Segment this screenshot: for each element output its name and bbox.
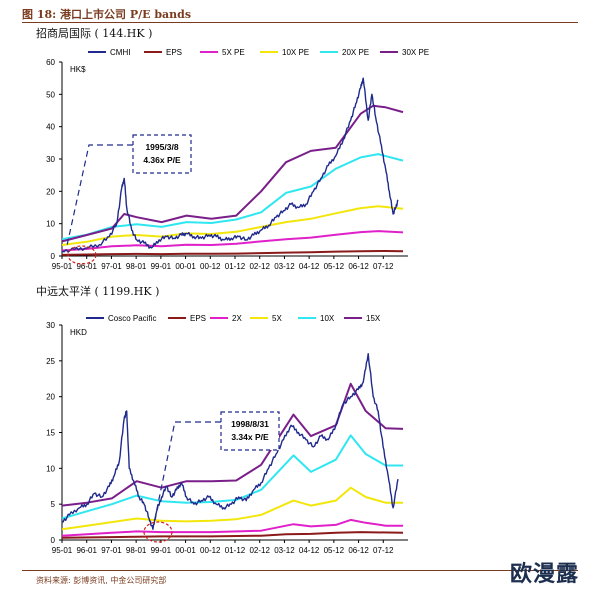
x-tick-label: 99-01 bbox=[151, 546, 172, 555]
series-line-cosco-pacific bbox=[61, 353, 399, 530]
x-tick-label: 00-12 bbox=[200, 546, 221, 555]
x-tick-label: 01-12 bbox=[225, 546, 246, 555]
x-tick-label: 97-01 bbox=[101, 262, 122, 271]
y-tick-label: 40 bbox=[46, 123, 55, 132]
legend-label-5x: 5X bbox=[272, 314, 282, 323]
x-tick-label: 98-01 bbox=[126, 262, 147, 271]
y-tick-label: 60 bbox=[46, 58, 55, 67]
x-tick-label: 01-12 bbox=[225, 262, 246, 271]
chart-1-subtitle: 招商局国际 ( 144.HK ) bbox=[36, 27, 153, 40]
y-tick-label: 0 bbox=[51, 252, 56, 261]
series-line-2x bbox=[61, 518, 403, 537]
y-tick-label: 0 bbox=[51, 536, 56, 545]
title-rule bbox=[22, 22, 578, 23]
x-tick-label: 00-12 bbox=[200, 262, 221, 271]
x-tick-label: 96-01 bbox=[76, 262, 97, 271]
annotation-ellipse bbox=[143, 521, 173, 543]
x-tick-label: 05-12 bbox=[324, 262, 345, 271]
y-tick-label: 25 bbox=[46, 357, 55, 366]
x-tick-label: 03-12 bbox=[274, 262, 295, 271]
series-line-10x-pe bbox=[61, 205, 404, 246]
source-note: 资料来源: 彭博资讯, 中金公司研究部 bbox=[36, 576, 167, 585]
legend-label-eps: EPS bbox=[190, 314, 206, 323]
legend-label-20x-pe: 20X PE bbox=[342, 48, 369, 57]
x-tick-label: 99-01 bbox=[151, 262, 172, 271]
series-line-eps bbox=[61, 531, 404, 539]
y-tick-label: 20 bbox=[46, 393, 55, 402]
x-tick-label: 07-12 bbox=[373, 546, 394, 555]
series-line-20x-pe bbox=[61, 153, 404, 241]
y-axis-unit-label: HKD bbox=[70, 328, 87, 337]
x-tick-label: 96-01 bbox=[76, 546, 97, 555]
chart-2-subtitle: 中远太平洋 ( 1199.HK ) bbox=[36, 285, 160, 298]
y-tick-label: 30 bbox=[46, 155, 55, 164]
series-line-cmhi bbox=[61, 77, 399, 253]
x-tick-label: 06-12 bbox=[348, 262, 369, 271]
x-tick-label: 03-12 bbox=[274, 546, 295, 555]
annotation-box bbox=[132, 134, 192, 174]
legend-label-cmhi: CMHI bbox=[110, 48, 130, 57]
watermark-logo: 欧漫露 bbox=[510, 562, 580, 587]
series-line-eps bbox=[61, 250, 404, 256]
annotation-text: 4.36x P/E bbox=[143, 155, 181, 165]
legend-label-5x-pe: 5X PE bbox=[222, 48, 245, 57]
legend-label-10x: 10X bbox=[320, 314, 335, 323]
x-tick-label: 00-01 bbox=[175, 262, 196, 271]
x-tick-label: 04-12 bbox=[299, 262, 320, 271]
legend-label-30x-pe: 30X PE bbox=[402, 48, 429, 57]
y-axis-unit-label: HK$ bbox=[70, 65, 86, 74]
y-tick-label: 15 bbox=[46, 429, 55, 438]
series-line-5x-pe bbox=[61, 230, 404, 252]
annotation-text: 1998/8/31 bbox=[231, 419, 269, 429]
x-tick-label: 98-01 bbox=[126, 546, 147, 555]
x-tick-label: 00-01 bbox=[175, 546, 196, 555]
series-line-30x-pe bbox=[61, 104, 404, 243]
legend-label-cosco-pacific: Cosco Pacific bbox=[108, 314, 156, 323]
y-tick-label: 50 bbox=[46, 90, 55, 99]
y-tick-label: 10 bbox=[46, 464, 55, 473]
x-tick-label: 06-12 bbox=[348, 546, 369, 555]
series-line-15x bbox=[61, 382, 404, 507]
x-tick-label: 07-12 bbox=[373, 262, 394, 271]
x-tick-label: 02-12 bbox=[249, 262, 270, 271]
chart-cmhi-pe-bands: 0 10 20 30 40 50 60 HK$ 95-01 96-01 97-01 98-01 99-0… bbox=[46, 48, 429, 271]
annotation-ellipse bbox=[67, 245, 97, 265]
x-tick-label: 05-12 bbox=[324, 546, 345, 555]
annotation-box bbox=[220, 411, 280, 451]
legend-label-eps: EPS bbox=[166, 48, 182, 57]
annotation-leader bbox=[66, 144, 133, 246]
series-line-5x bbox=[61, 486, 403, 531]
series-line-10x bbox=[61, 434, 403, 520]
chart-cosco-pe-bands: 0 5 10 15 20 25 30 HKD 95-01 96-01 97-01 98-01 99-01… bbox=[46, 314, 408, 555]
y-tick-label: 30 bbox=[46, 321, 55, 330]
footer-rule bbox=[22, 570, 578, 571]
figure-title: 图 18: 港口上市公司 P/E bands bbox=[22, 8, 192, 21]
x-tick-label: 97-01 bbox=[101, 546, 122, 555]
y-tick-label: 20 bbox=[46, 187, 55, 196]
x-tick-label: 02-12 bbox=[249, 546, 270, 555]
legend-label-2x: 2X bbox=[232, 314, 242, 323]
y-tick-label: 5 bbox=[51, 500, 56, 509]
x-tick-label: 95-01 bbox=[52, 546, 73, 555]
legend-label-10x-pe: 10X PE bbox=[282, 48, 309, 57]
legend-label-15x: 15X bbox=[366, 314, 381, 323]
y-tick-label: 10 bbox=[46, 220, 55, 229]
annotation-text: 1995/3/8 bbox=[145, 142, 178, 152]
annotation-leader bbox=[152, 421, 221, 529]
x-tick-label: 04-12 bbox=[299, 546, 320, 555]
annotation-text: 3.34x P/E bbox=[231, 432, 269, 442]
x-tick-label: 95-01 bbox=[52, 262, 73, 271]
